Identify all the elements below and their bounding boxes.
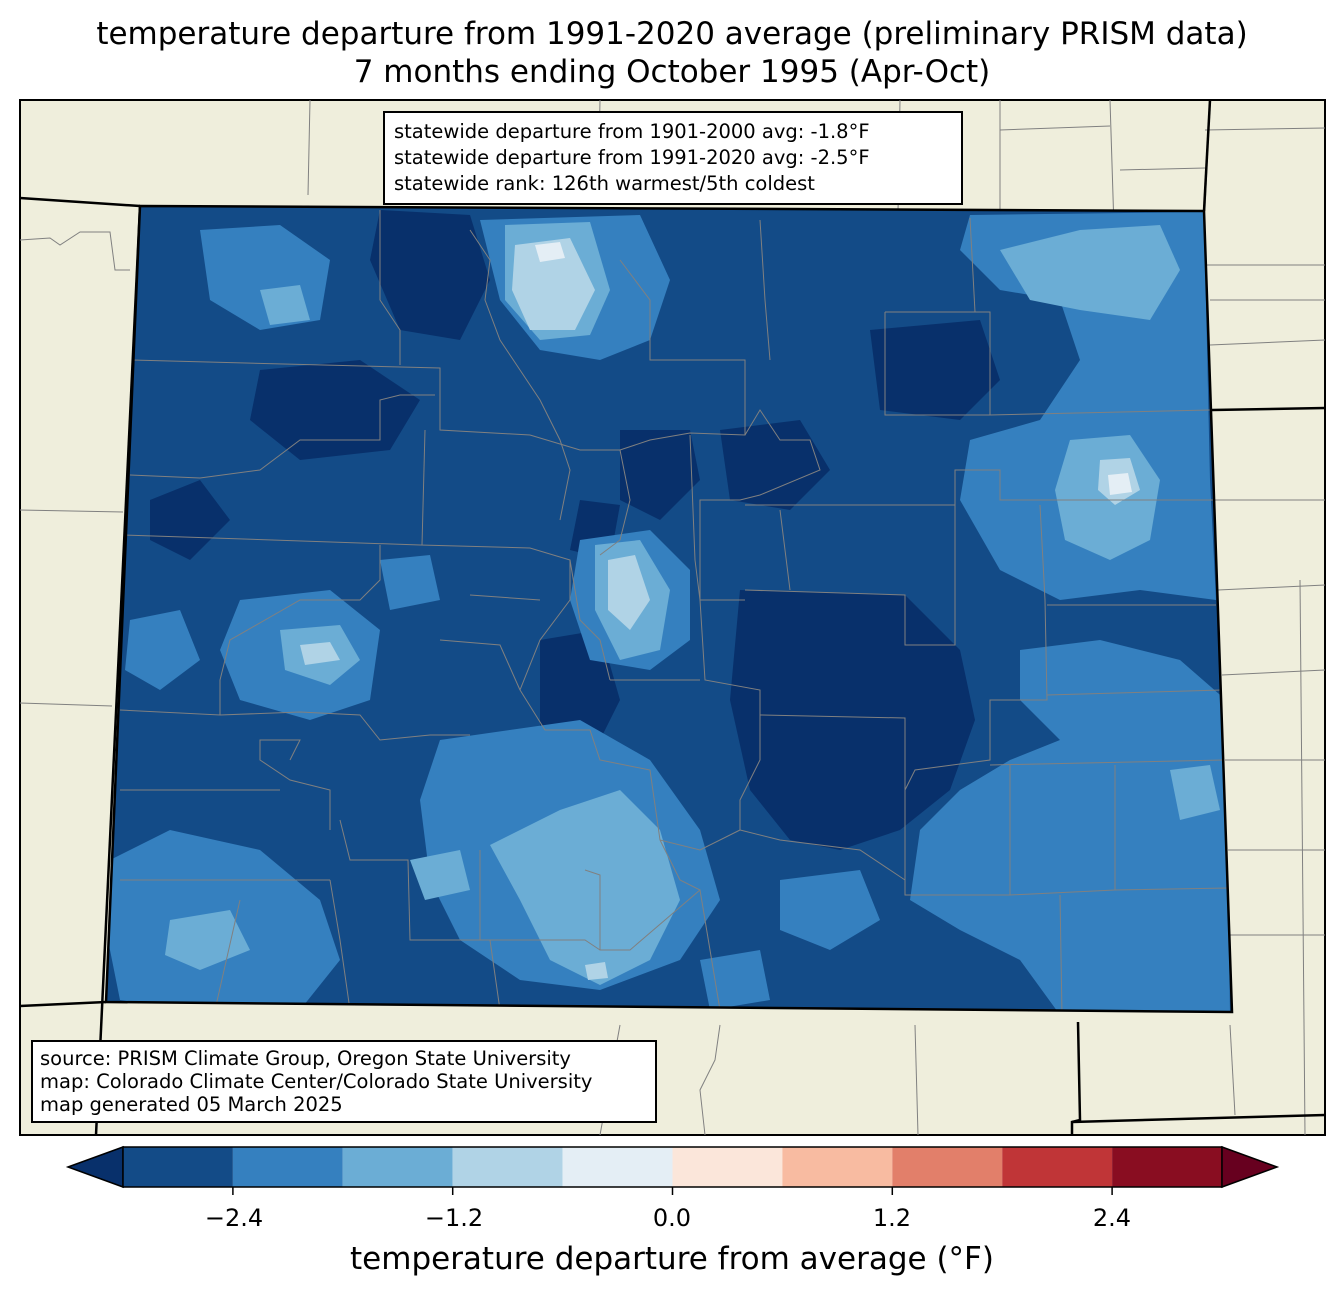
source-line-1: source: PRISM Climate Group, Oregon Stat… bbox=[40, 1047, 571, 1070]
colorbar-label: temperature departure from average (°F) bbox=[350, 1241, 994, 1277]
colorbar-segment bbox=[1112, 1147, 1222, 1187]
neighbor-county-lines bbox=[19, 99, 1326, 1136]
stats-line-3: statewide rank: 126th warmest/5th coldes… bbox=[394, 172, 815, 195]
contour-below-2.4 bbox=[150, 210, 1000, 1000]
colorbar-segment bbox=[892, 1147, 1003, 1187]
colorbar bbox=[65, 1145, 1280, 1189]
colorbar-segment bbox=[452, 1147, 563, 1187]
colorbar-segment bbox=[672, 1147, 783, 1187]
stats-line-2: statewide departure from 1991-2020 avg: … bbox=[394, 146, 870, 169]
county-lines bbox=[119, 210, 1229, 1012]
colorbar-segment bbox=[232, 1147, 343, 1187]
colorbar-segment bbox=[1002, 1147, 1113, 1187]
colorbar-tick-label: −2.4 bbox=[204, 1204, 264, 1232]
statewide-stats-box: statewide departure from 1901-2000 avg: … bbox=[383, 111, 963, 205]
colorbar-segment bbox=[782, 1147, 893, 1187]
temperature-field bbox=[106, 206, 1232, 1012]
map-title-line-2: 7 months ending October 1995 (Apr-Oct) bbox=[353, 54, 991, 90]
colorbar-tick-label: 2.4 bbox=[1092, 1204, 1132, 1232]
colorbar-segment bbox=[342, 1147, 453, 1187]
colorado-border bbox=[104, 204, 1234, 1014]
colorbar-extend-high bbox=[1221, 1145, 1280, 1189]
source-line-3: map generated 05 March 2025 bbox=[40, 1093, 343, 1116]
source-box: source: PRISM Climate Group, Oregon Stat… bbox=[31, 1040, 657, 1123]
colorbar-segment bbox=[562, 1147, 673, 1187]
map-title-line-1: temperature departure from 1991-2020 ave… bbox=[96, 16, 1248, 52]
colorbar-tick-label: 0.0 bbox=[652, 1204, 692, 1232]
colorbar-tick-label: 1.2 bbox=[872, 1204, 912, 1232]
stats-line-1: statewide departure from 1901-2000 avg: … bbox=[394, 120, 870, 143]
colorbar-tick-label: −1.2 bbox=[424, 1204, 484, 1232]
contour-0.6-0 bbox=[535, 242, 1132, 495]
colorbar-segment bbox=[123, 1147, 233, 1187]
colorbar-extend-low bbox=[65, 1145, 124, 1189]
source-line-2: map: Colorado Climate Center/Colorado St… bbox=[40, 1070, 593, 1093]
